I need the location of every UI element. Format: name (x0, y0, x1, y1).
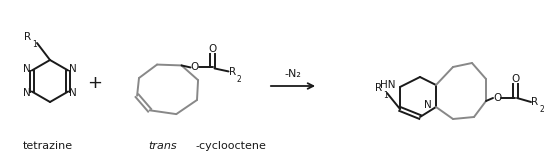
Text: tetrazine: tetrazine (23, 141, 73, 151)
Text: HN: HN (380, 80, 396, 90)
Text: trans: trans (149, 141, 177, 151)
Text: O: O (190, 62, 199, 73)
Text: 1: 1 (383, 91, 388, 100)
Text: 2: 2 (237, 75, 241, 84)
Text: 2: 2 (539, 105, 544, 114)
Text: R: R (531, 97, 539, 107)
Text: O: O (493, 93, 501, 103)
Text: R: R (375, 83, 383, 93)
Text: O: O (208, 44, 217, 54)
Text: N: N (424, 100, 432, 110)
Text: O: O (511, 74, 519, 84)
Text: 1: 1 (32, 40, 37, 49)
Text: -N₂: -N₂ (285, 69, 301, 79)
Text: +: + (87, 74, 102, 92)
Text: R: R (229, 67, 236, 77)
Text: N: N (23, 89, 31, 98)
Text: N: N (23, 63, 31, 73)
Text: N: N (69, 63, 77, 73)
Text: N: N (69, 89, 77, 98)
Text: R: R (25, 32, 32, 42)
Text: -cyclooctene: -cyclooctene (195, 141, 266, 151)
